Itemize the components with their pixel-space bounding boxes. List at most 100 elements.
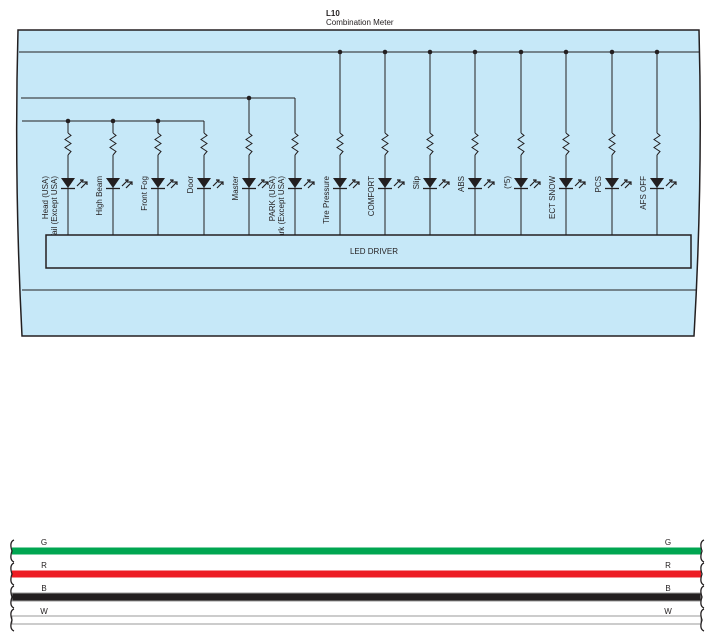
indicator-circuit: ECT SNOW xyxy=(548,49,586,235)
indicator-label: Tire Pressure xyxy=(322,175,331,223)
led-icon xyxy=(106,178,120,188)
led-icon xyxy=(423,178,437,188)
resistor-icon xyxy=(109,132,117,156)
led-icon xyxy=(61,178,75,188)
indicator-label: Door xyxy=(186,176,195,194)
indicator-circuit: Door xyxy=(186,121,224,235)
junction-dot xyxy=(382,49,388,55)
light-emission-icon xyxy=(212,179,224,189)
indicator-label: PCS xyxy=(594,176,603,192)
component-header: L10 Combination Meter xyxy=(326,9,394,27)
indicator-label: ECT SNOW xyxy=(548,176,557,219)
led-icon xyxy=(650,178,664,188)
led-icon xyxy=(288,178,302,188)
indicator-circuit: Tire Pressure xyxy=(322,49,360,235)
indicator-circuit: Slip xyxy=(412,49,450,235)
wire-color-label-right: B xyxy=(665,584,670,593)
junction-dot xyxy=(563,49,569,55)
light-emission-icon xyxy=(574,179,586,189)
junction-dot xyxy=(110,118,116,124)
led-icon xyxy=(605,178,619,188)
led-icon xyxy=(151,178,165,188)
wire-break-mark xyxy=(700,539,705,563)
wire-break-mark xyxy=(700,562,705,586)
light-emission-icon xyxy=(529,179,541,189)
indicator-label: Master xyxy=(231,176,240,201)
led-driver-box xyxy=(45,234,692,269)
resistor-icon xyxy=(154,132,162,156)
resistor-icon xyxy=(336,132,344,156)
indicator-label: Park (Except USA) xyxy=(277,176,286,243)
indicator-circuit: AFS OFF xyxy=(639,49,677,235)
led-icon xyxy=(559,178,573,188)
indicator-label: Slip xyxy=(412,175,421,189)
led-driver-label: LED DRIVER xyxy=(350,247,398,256)
indicator-label: Head (USA) xyxy=(41,176,50,219)
led-icon xyxy=(197,178,211,188)
wire-break-mark xyxy=(700,585,705,609)
junction-dot xyxy=(427,49,433,55)
light-emission-icon xyxy=(348,179,360,189)
junction-dot xyxy=(609,49,615,55)
light-emission-icon xyxy=(303,179,315,189)
light-emission-icon xyxy=(438,179,450,189)
wire-break-mark xyxy=(10,608,15,632)
wire-line xyxy=(11,592,702,602)
light-emission-icon xyxy=(393,179,405,189)
indicator-label: COMFORT xyxy=(367,176,376,216)
wire-break-mark xyxy=(700,608,705,632)
component-name: Combination Meter xyxy=(326,18,394,27)
junction-dot xyxy=(518,49,524,55)
resistor-icon xyxy=(64,132,72,156)
resistor-icon xyxy=(426,132,434,156)
indicator-label: (*5) xyxy=(503,176,512,189)
indicator-circuit: High Beam xyxy=(95,118,133,235)
wire-line xyxy=(12,547,701,555)
led-icon xyxy=(378,178,392,188)
resistor-icon xyxy=(653,132,661,156)
light-emission-icon xyxy=(166,179,178,189)
junction-dot xyxy=(65,118,71,124)
resistor-icon xyxy=(471,132,479,156)
light-emission-icon xyxy=(665,179,677,189)
junction-dot xyxy=(337,49,343,55)
led-icon xyxy=(514,178,528,188)
wire-line xyxy=(11,615,702,625)
wire-break-mark xyxy=(10,585,15,609)
resistor-icon xyxy=(200,132,208,156)
wire-break-mark xyxy=(10,539,15,563)
resistor-icon xyxy=(245,132,253,156)
indicator-label: ABS xyxy=(457,176,466,192)
indicator-circuit: Master xyxy=(231,95,269,235)
led-icon xyxy=(333,178,347,188)
light-emission-icon xyxy=(257,179,269,189)
indicator-circuit: COMFORT xyxy=(367,49,405,235)
indicator-circuit: (*5) xyxy=(503,49,541,235)
wire-color-label-right: G xyxy=(665,538,671,547)
indicator-circuit: ABS xyxy=(457,49,495,235)
component-code: L10 xyxy=(326,9,340,18)
resistor-icon xyxy=(517,132,525,156)
indicator-label: High Beam xyxy=(95,176,104,216)
light-emission-icon xyxy=(121,179,133,189)
led-icon xyxy=(242,178,256,188)
wire-break-mark xyxy=(10,562,15,586)
indicator-label: AFS OFF xyxy=(639,176,648,210)
indicator-circuit: PARK (USA) Park (Except USA) xyxy=(268,98,315,243)
light-emission-icon xyxy=(76,179,88,189)
wire-color-label-right: R xyxy=(665,561,671,570)
wire-color-label-right: W xyxy=(664,607,672,616)
junction-dot xyxy=(654,49,660,55)
wire-color-label-left: G xyxy=(41,538,47,547)
resistor-icon xyxy=(562,132,570,156)
junction-dot xyxy=(155,118,161,124)
indicator-circuit: Head (USA) Tail (Except USA) xyxy=(41,118,88,239)
indicator-label: PARK (USA) xyxy=(268,176,277,222)
indicator-circuit: PCS xyxy=(594,49,632,235)
indicator-label: Tail (Except USA) xyxy=(50,176,59,239)
light-emission-icon xyxy=(620,179,632,189)
